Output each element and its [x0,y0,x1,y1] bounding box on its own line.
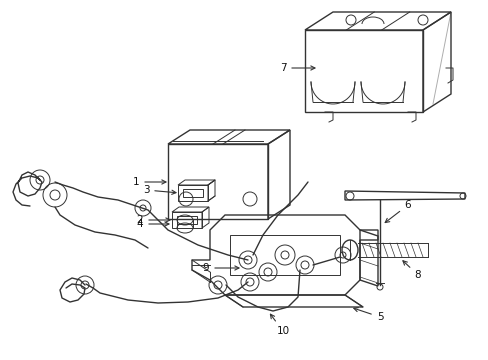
Text: 9: 9 [202,263,239,273]
Text: 4: 4 [137,219,169,229]
Text: 8: 8 [402,261,421,280]
Text: 6: 6 [385,200,410,222]
Text: 2: 2 [137,215,170,225]
Text: 5: 5 [353,307,383,322]
Text: 3: 3 [142,185,176,195]
Text: 1: 1 [132,177,165,187]
Text: 10: 10 [270,314,289,336]
Text: 7: 7 [279,63,314,73]
